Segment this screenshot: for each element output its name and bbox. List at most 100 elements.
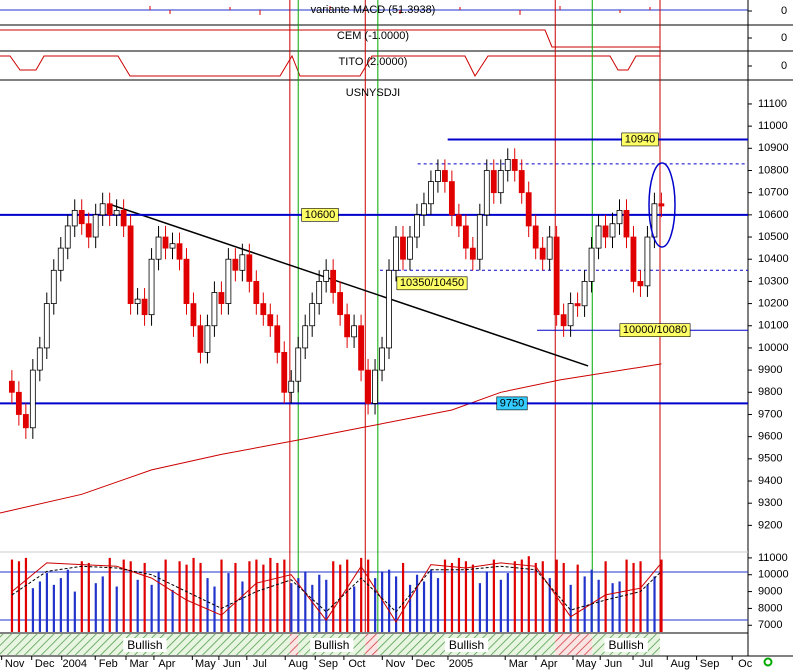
y-tick-label: 10900 — [758, 142, 789, 154]
oscillator-bar — [108, 557, 111, 632]
oscillator-bar — [464, 561, 468, 632]
oscillator-bar — [150, 584, 153, 632]
annotation-layer: variante MACD (51.3938) 0 CEM (-1.0000) 0 TI… — [5, 4, 789, 670]
candle-body — [623, 210, 630, 238]
oscillator-line — [11, 565, 662, 613]
price-layer — [0, 138, 748, 632]
oscillator-bar — [45, 573, 48, 632]
x-tick-label: Oct — [348, 658, 365, 670]
candle-body — [288, 380, 295, 393]
candle-body — [15, 391, 22, 415]
oscillator-bar — [520, 559, 523, 632]
candle-body — [344, 314, 351, 338]
candle-body — [22, 414, 29, 429]
oscillator-bar — [604, 561, 607, 632]
x-tick-label: Jul — [253, 658, 267, 670]
oscillator-bar — [115, 586, 118, 632]
band-label-bg — [123, 638, 167, 652]
bearish-band — [555, 634, 593, 655]
x-tick-label: Apr — [158, 658, 175, 670]
oscillator-bar — [290, 583, 293, 632]
indicator-label: variante MACD (51.3938) — [311, 4, 436, 16]
y-tick-label: 0 — [781, 32, 787, 44]
level-label-box — [301, 208, 339, 222]
band-label: Bullish — [449, 638, 484, 652]
y-tick-label: 9200 — [758, 519, 782, 531]
y-tick-label: 7000 — [758, 619, 782, 631]
oscillator-line — [11, 562, 662, 623]
oscillator-bar — [360, 557, 363, 632]
oscillator-bar — [506, 573, 509, 632]
oscillator-bar — [541, 561, 544, 632]
candle-body — [218, 292, 225, 304]
oscillator-bar — [422, 581, 426, 632]
oscillator-bar — [562, 562, 565, 632]
oscillator-bar — [660, 559, 663, 632]
oscillator-bar — [129, 561, 132, 632]
oscillator-bar — [346, 559, 349, 632]
candle-body — [441, 170, 448, 182]
band-label-bg — [310, 638, 354, 652]
oscillator-bar — [450, 562, 454, 632]
level-label: 9750 — [500, 397, 524, 409]
candle-body — [43, 303, 50, 349]
candle-body — [267, 314, 274, 327]
oscillator-bar — [262, 564, 265, 632]
oscillator-bar — [206, 578, 209, 632]
y-tick-label: 10000 — [758, 342, 789, 354]
candle-body — [525, 192, 532, 227]
oscillator-bar — [499, 579, 502, 632]
oscillator-bar — [304, 571, 307, 632]
candle-body — [232, 258, 239, 271]
candle-body — [609, 223, 616, 238]
level-label: 10600 — [305, 209, 336, 221]
oscillator-bar — [436, 578, 440, 632]
candle-body — [400, 236, 406, 260]
y-tick-label: 10300 — [758, 275, 789, 287]
oscillator-bar — [367, 559, 370, 632]
candle-body — [309, 303, 316, 327]
oscillator-bar — [297, 578, 300, 632]
candle-body — [567, 303, 574, 327]
oscillator-bar — [178, 561, 181, 632]
oscillator-bar — [374, 578, 377, 632]
x-tick-label: Aug — [288, 658, 308, 670]
candle-body — [372, 369, 378, 404]
candle-body — [71, 210, 78, 227]
oscillator-bar — [10, 559, 14, 632]
candle-body — [204, 325, 211, 353]
candle-body — [113, 210, 120, 216]
candle-body — [162, 236, 169, 249]
y-tick-label: 0 — [781, 5, 787, 17]
oscillator-bar — [415, 574, 419, 632]
x-tick-label: Dec — [35, 658, 55, 670]
candle-body — [435, 170, 441, 182]
candle-body — [476, 214, 483, 260]
y-tick-label: 9500 — [758, 453, 782, 465]
candle-body — [497, 170, 504, 194]
level-label: 10940 — [625, 133, 656, 145]
oscillator-bar — [66, 569, 69, 632]
candle-body — [490, 170, 497, 194]
oscillator-bar — [408, 584, 412, 632]
candle-body — [141, 298, 148, 316]
candle-body — [253, 280, 260, 304]
candle-body — [630, 236, 637, 282]
oscillator-bar — [269, 557, 272, 632]
oscillator-bar — [618, 581, 621, 632]
oscillator-bar — [555, 559, 558, 632]
oscillator-bar — [248, 561, 251, 632]
y-tick-label: 9800 — [758, 386, 782, 398]
oscillator-bar — [576, 564, 579, 632]
bearish-band — [365, 634, 378, 655]
oscillator-bar — [381, 571, 384, 632]
oscillator-bar — [401, 562, 405, 632]
oscillator-bar — [471, 564, 475, 632]
candle-body — [351, 325, 357, 338]
oscillator-bar — [318, 574, 321, 632]
oscillator-bar — [31, 588, 35, 632]
oscillator-bar — [283, 559, 286, 632]
oscillator-bar — [255, 559, 258, 632]
candle-body — [407, 236, 413, 260]
